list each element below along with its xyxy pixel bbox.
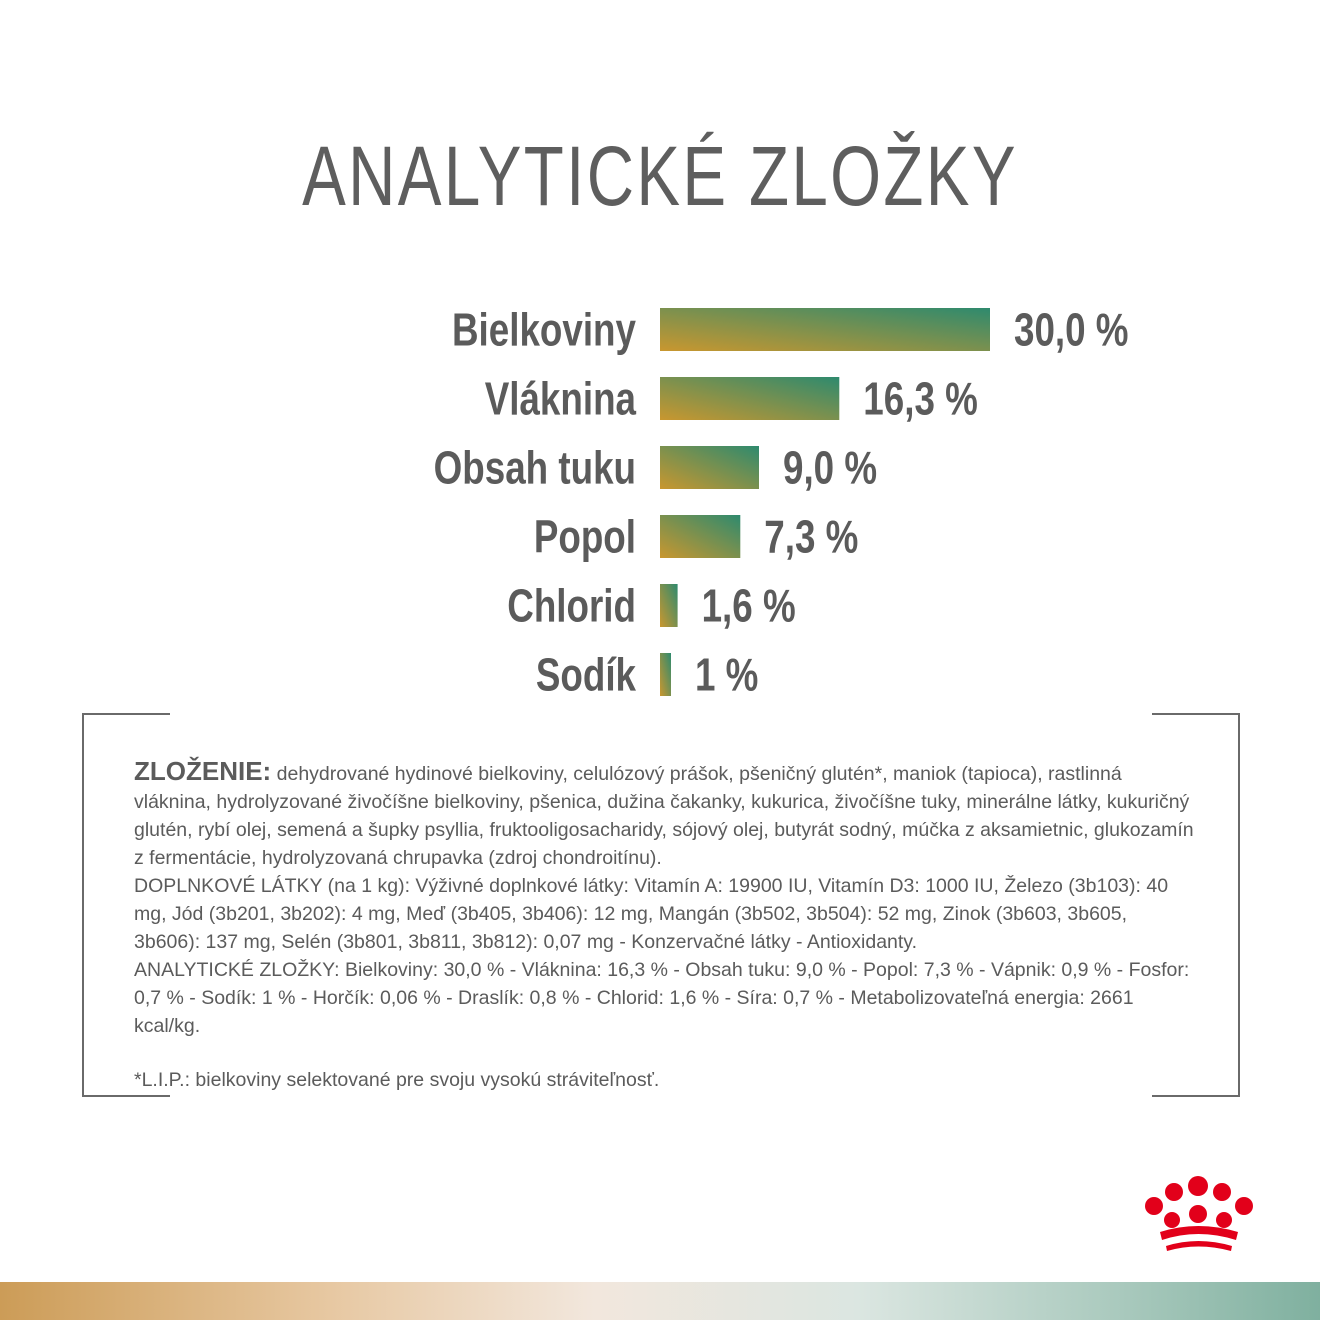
bar [660, 515, 741, 558]
category-label: Vláknina [485, 373, 637, 425]
bar [660, 377, 840, 420]
category-label: Chlorid [507, 580, 636, 632]
value-label: 30,0 % [1014, 304, 1129, 356]
analytics-text: ANALYTICKÉ ZLOŽKY: Bielkoviny: 30,0 % - … [134, 959, 1190, 1037]
composition-heading: ZLOŽENIE: [134, 756, 272, 786]
value-label: 1,6 % [702, 580, 796, 632]
additives-text: DOPLNKOVÉ LÁTKY (na 1 kg): Výživné dopln… [134, 875, 1169, 953]
royal-canin-crown-icon [1145, 1176, 1253, 1251]
category-label: Sodík [536, 649, 637, 701]
bar [660, 446, 759, 489]
nutrient-bar-chart: Bielkoviny 30,0 % Vláknina 16,3 % Obsah tuku… [434, 304, 1129, 701]
bar [660, 653, 671, 696]
decorative-gradient-band [0, 1282, 1320, 1320]
text-frame-right-bracket [1152, 713, 1240, 1097]
page-title: ANALYTICKÉ ZLOŽKY [302, 129, 1018, 223]
value-label: 7,3 % [764, 511, 858, 563]
category-label: Bielkoviny [452, 304, 636, 356]
value-label: 16,3 % [863, 373, 978, 425]
footnote-text: *L.I.P.: bielkoviny selektované pre svoj… [134, 1069, 660, 1091]
text-frame-left-bracket [82, 713, 170, 1097]
composition-text-block: ZLOŽENIE: dehydrované hydinové bielkovin… [134, 757, 1194, 1094]
category-label: Obsah tuku [434, 442, 636, 494]
bar [660, 308, 990, 351]
ingredients-text: dehydrované hydinové bielkoviny, celulóz… [134, 763, 1194, 869]
category-label: Popol [534, 511, 636, 563]
bar [660, 584, 678, 627]
value-label: 9,0 % [783, 442, 877, 494]
ingredients-paragraph: ZLOŽENIE: dehydrované hydinové bielkovin… [134, 757, 1194, 872]
value-label: 1 % [695, 649, 758, 701]
